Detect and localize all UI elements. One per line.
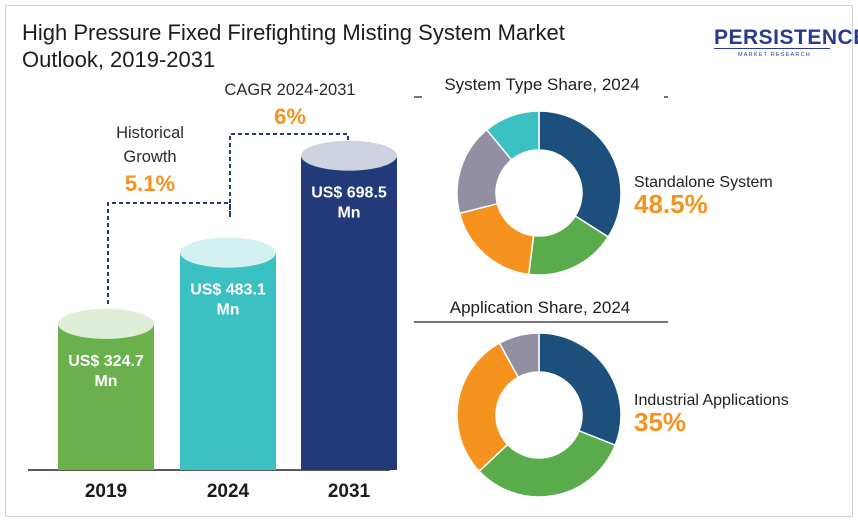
donut-2-slice-1	[478, 429, 617, 498]
bar-value-label-2019: US$ 324.7	[68, 353, 144, 370]
standalone-system-value: 48.5%	[634, 189, 708, 219]
cagr-value: 6%	[274, 104, 306, 129]
bar-2031	[301, 155, 397, 471]
bar-2019	[58, 323, 154, 470]
title-line-2: Outlook, 2019-2031	[22, 47, 215, 72]
donut-1-slice-4	[485, 110, 540, 161]
donut-2-slice-3	[498, 332, 540, 379]
system-type-share-section: System Type Share, 2024 Standalone Syste…	[414, 72, 773, 276]
logo-divider	[714, 48, 830, 49]
donut-2-slice-2	[456, 342, 520, 473]
title-line-1: High Pressure Fixed Firefighting Misting…	[22, 20, 565, 45]
year-label-2024: 2024	[207, 481, 250, 502]
system-type-donut	[456, 110, 622, 276]
market-size-bar-chart: Historical Growth 5.1% CAGR 2024-2031 6%…	[28, 81, 397, 502]
application-title: Application Share, 2024	[450, 298, 631, 317]
bar-cap-2019	[58, 308, 154, 339]
historical-growth-value: 5.1%	[125, 171, 175, 196]
historical-growth-label-line-2: Growth	[123, 148, 176, 166]
bar-value-label-2024: Mn	[216, 302, 239, 319]
donut-1-slice-2	[458, 202, 535, 276]
application-title-bg	[422, 295, 664, 321]
bar-cap-2031	[301, 140, 397, 171]
historical-growth-label-line-1: Historical	[116, 124, 184, 142]
bar-value-label-2031: Mn	[337, 205, 360, 222]
cagr-connector	[229, 133, 349, 217]
application-share-section: Application Share, 2024 Industrial Appli…	[414, 295, 789, 498]
bar-cap-2024	[180, 237, 276, 268]
donut-2-slice-0	[538, 332, 622, 447]
industrial-applications-value: 35%	[634, 407, 686, 437]
bar-value-label-2019: Mn	[94, 373, 117, 390]
donut-1-slice-0	[538, 110, 622, 238]
year-label-2031: 2031	[328, 481, 371, 502]
system-type-title-bg	[422, 72, 664, 98]
industrial-applications-label: Industrial Applications	[634, 392, 789, 409]
system-type-title: System Type Share, 2024	[444, 75, 639, 94]
logo-main-text: PERSISTENCE	[714, 26, 858, 49]
historical-growth-connector	[107, 202, 231, 304]
persistence-logo: PERSISTENCE MARKET RESEARCH	[714, 26, 858, 58]
application-donut	[456, 332, 622, 498]
year-label-2019: 2019	[85, 481, 127, 502]
logo-sub-text: MARKET RESEARCH	[738, 52, 811, 58]
standalone-system-label: Standalone System	[634, 174, 773, 191]
bar-value-label-2024: US$ 483.1	[190, 282, 266, 299]
bar-value-label-2031: US$ 698.5	[311, 185, 387, 202]
cagr-label: CAGR 2024-2031	[224, 81, 355, 99]
bar-2024	[180, 252, 276, 470]
